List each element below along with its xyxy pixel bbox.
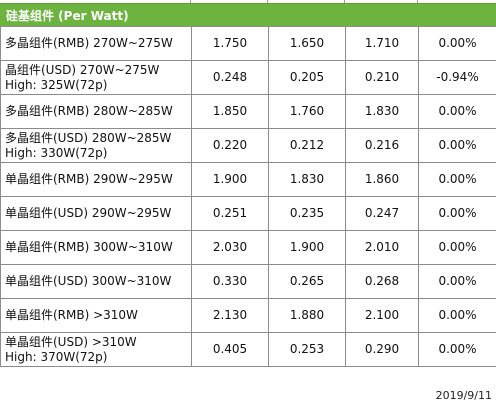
price-cell: 1.850 — [191, 94, 269, 129]
price-cell: 1.900 — [268, 230, 346, 265]
section-header: 硅基组件 (Per Watt) — [0, 3, 496, 26]
table-row: 单晶组件(RMB) 300W~310W 2.030 1.900 2.010 0.00% — [0, 230, 496, 265]
price-cell: 0.235 — [268, 196, 346, 231]
change-cell: 0.00% — [418, 128, 496, 163]
product-name: 单晶组件(USD) >310W — [5, 334, 137, 349]
product-name: 多晶组件(RMB) 280W~285W — [5, 104, 173, 118]
change-cell: 0.00% — [418, 332, 496, 367]
price-cell: 0.405 — [191, 332, 269, 367]
product-name-cell: 单晶组件(USD) >310W High: 370W(72p) — [0, 332, 192, 367]
table-row: 单晶组件(USD) 300W~310W 0.330 0.265 0.268 0.00% — [0, 264, 496, 299]
price-cell: 0.265 — [268, 264, 346, 299]
change-cell: 0.00% — [418, 264, 496, 299]
date-label: 2019/9/11 — [435, 389, 492, 402]
price-cell: 0.268 — [345, 264, 419, 299]
price-cell: 0.212 — [268, 128, 346, 163]
column-tick — [344, 0, 345, 3]
price-cell: 2.010 — [345, 230, 419, 265]
change-cell: 0.00% — [418, 162, 496, 197]
change-cell: 0.00% — [418, 94, 496, 129]
price-cell: 1.860 — [345, 162, 419, 197]
price-cell: 2.030 — [191, 230, 269, 265]
product-name-cell: 单晶组件(USD) 290W~295W — [0, 196, 192, 231]
price-cell: 0.210 — [345, 60, 419, 95]
change-cell: 0.00% — [418, 196, 496, 231]
section-title: 硅基组件 (Per Watt) — [6, 9, 129, 23]
product-name-cell: 单晶组件(RMB) 290W~295W — [0, 162, 192, 197]
price-cell: 0.251 — [191, 196, 269, 231]
price-cell: 1.750 — [191, 26, 269, 61]
product-name: 单晶组件(USD) 300W~310W — [5, 274, 172, 288]
change-cell: 0.00% — [418, 26, 496, 61]
price-cell: 2.130 — [191, 298, 269, 333]
change-cell: 0.00% — [418, 230, 496, 265]
table-row: 多晶组件(RMB) 280W~285W 1.850 1.760 1.830 0.00% — [0, 94, 496, 129]
product-name-cell: 单晶组件(RMB) 300W~310W — [0, 230, 192, 265]
product-subline: High: 330W(72p) — [5, 145, 108, 160]
price-cell: 0.247 — [345, 196, 419, 231]
price-table-body: 多晶组件(RMB) 270W~275W 1.750 1.650 1.710 0.00% 晶… — [0, 26, 496, 367]
product-name-cell: 单晶组件(RMB) >310W — [0, 298, 192, 333]
price-table: 多晶组件(RMB) 270W~275W 1.750 1.650 1.710 0.00% 晶… — [0, 26, 496, 367]
price-cell: 2.100 — [345, 298, 419, 333]
product-name-cell: 多晶组件(RMB) 280W~285W — [0, 94, 192, 129]
table-row: 单晶组件(RMB) >310W 2.130 1.880 2.100 0.00% — [0, 298, 496, 333]
table-row: 多晶组件(RMB) 270W~275W 1.750 1.650 1.710 0.00% — [0, 26, 496, 61]
product-name-cell: 多晶组件(RMB) 270W~275W — [0, 26, 192, 61]
price-cell: 0.330 — [191, 264, 269, 299]
column-tick — [267, 0, 268, 3]
price-cell: 1.900 — [191, 162, 269, 197]
table-row: 单晶组件(USD) 290W~295W 0.251 0.235 0.247 0.00% — [0, 196, 496, 231]
price-cell: 0.205 — [268, 60, 346, 95]
price-cell: 0.216 — [345, 128, 419, 163]
table-row: 单晶组件(USD) >310W High: 370W(72p) 0.405 0.253… — [0, 332, 496, 367]
price-cell: 0.253 — [268, 332, 346, 367]
product-name: 单晶组件(RMB) 290W~295W — [5, 172, 173, 186]
change-cell: 0.00% — [418, 298, 496, 333]
price-cell: 1.710 — [345, 26, 419, 61]
product-subline: High: 370W(72p) — [5, 349, 108, 364]
price-cell: 1.830 — [268, 162, 346, 197]
product-name: 单晶组件(RMB) 300W~310W — [5, 240, 173, 254]
product-subline: High: 325W(72p) — [5, 77, 108, 92]
column-tick — [190, 0, 191, 3]
product-name-cell: 单晶组件(USD) 300W~310W — [0, 264, 192, 299]
product-name: 多晶组件(USD) 280W~285W — [5, 130, 172, 145]
product-name: 单晶组件(RMB) >310W — [5, 308, 138, 322]
product-name: 多晶组件(RMB) 270W~275W — [5, 36, 173, 50]
top-border — [0, 0, 496, 3]
product-name: 单晶组件(USD) 290W~295W — [5, 206, 172, 220]
column-tick — [417, 0, 418, 3]
price-cell: 1.830 — [345, 94, 419, 129]
price-cell: 1.650 — [268, 26, 346, 61]
price-cell: 1.880 — [268, 298, 346, 333]
table-row: 多晶组件(USD) 280W~285W High: 330W(72p) 0.220 0… — [0, 128, 496, 163]
product-name-cell: 多晶组件(USD) 280W~285W High: 330W(72p) — [0, 128, 192, 163]
table-row: 单晶组件(RMB) 290W~295W 1.900 1.830 1.860 0.00% — [0, 162, 496, 197]
table-row: 晶组件(USD) 270W~275W High: 325W(72p) 0.248 0.… — [0, 60, 496, 95]
product-name-cell: 晶组件(USD) 270W~275W High: 325W(72p) — [0, 60, 192, 95]
price-cell: 0.290 — [345, 332, 419, 367]
change-cell: -0.94% — [418, 60, 496, 95]
price-cell: 1.760 — [268, 94, 346, 129]
price-cell: 0.248 — [191, 60, 269, 95]
product-name: 晶组件(USD) 270W~275W — [5, 62, 160, 77]
price-cell: 0.220 — [191, 128, 269, 163]
